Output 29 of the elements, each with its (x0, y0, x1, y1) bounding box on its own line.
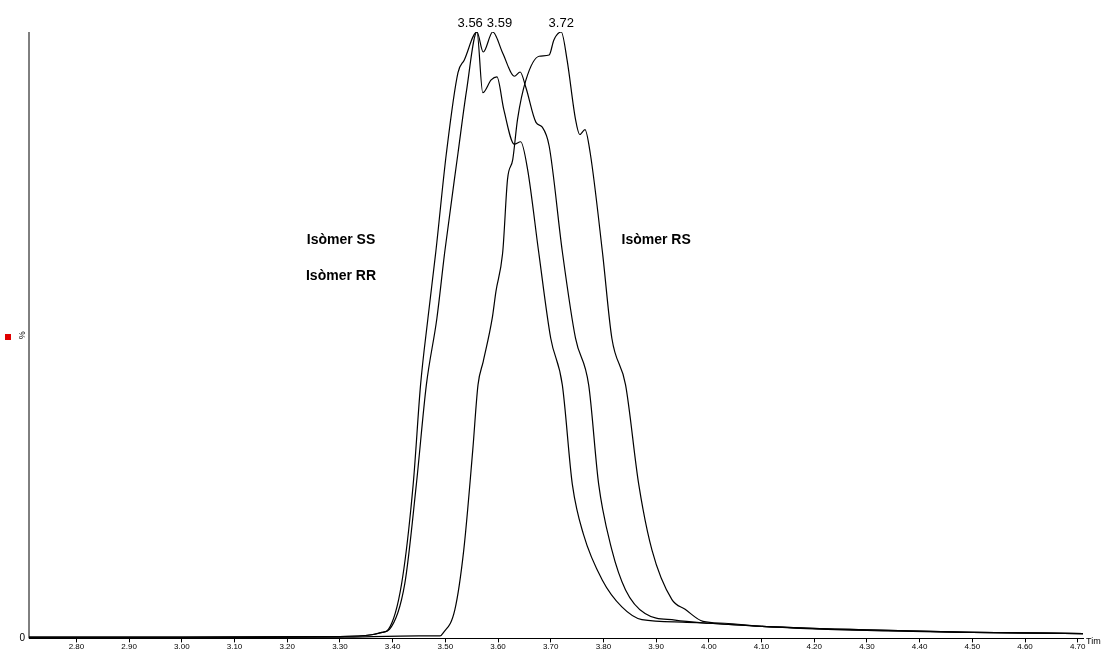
annotation: Isòmer RS (621, 231, 691, 248)
x-tick-label: 3.40 (384, 642, 401, 652)
x-tick-label: 3.50 (437, 642, 454, 652)
annotation: 3.59 (486, 15, 513, 31)
x-tick-label: 3.00 (174, 642, 191, 652)
x-axis-title: Tim (1086, 635, 1101, 646)
annotation: 0 (19, 632, 26, 644)
x-tick-label: 3.60 (490, 642, 507, 652)
x-tick-label: 4.00 (701, 642, 718, 652)
x-tick-label: 3.10 (226, 642, 243, 652)
x-tick-label: 3.30 (332, 642, 349, 652)
annotation: Isòmer RR (305, 266, 376, 283)
x-tick-label: 4.70 (1069, 642, 1087, 652)
x-tick-label: 3.20 (279, 642, 296, 652)
x-tick-label: 4.30 (859, 642, 876, 652)
x-tick-label: 4.40 (911, 642, 928, 652)
annotation: Isòmer SS (306, 231, 376, 248)
x-tick-label: 3.90 (648, 642, 665, 652)
x-tick-label: 2.90 (121, 642, 138, 652)
annotation: 3.72 (548, 15, 574, 31)
x-tick-label: 2.80 (68, 642, 85, 652)
x-tick-label: 4.60 (1017, 642, 1034, 652)
x-tick-label: 3.70 (542, 642, 560, 652)
y-axis-title: % (17, 331, 28, 340)
x-tick-label: 4.20 (806, 642, 823, 652)
x-tick-label: 4.10 (753, 642, 770, 652)
x-tick-label: 3.80 (595, 642, 612, 652)
annotation: 3.56 (457, 15, 483, 31)
x-tick-label: 4.50 (964, 642, 981, 652)
